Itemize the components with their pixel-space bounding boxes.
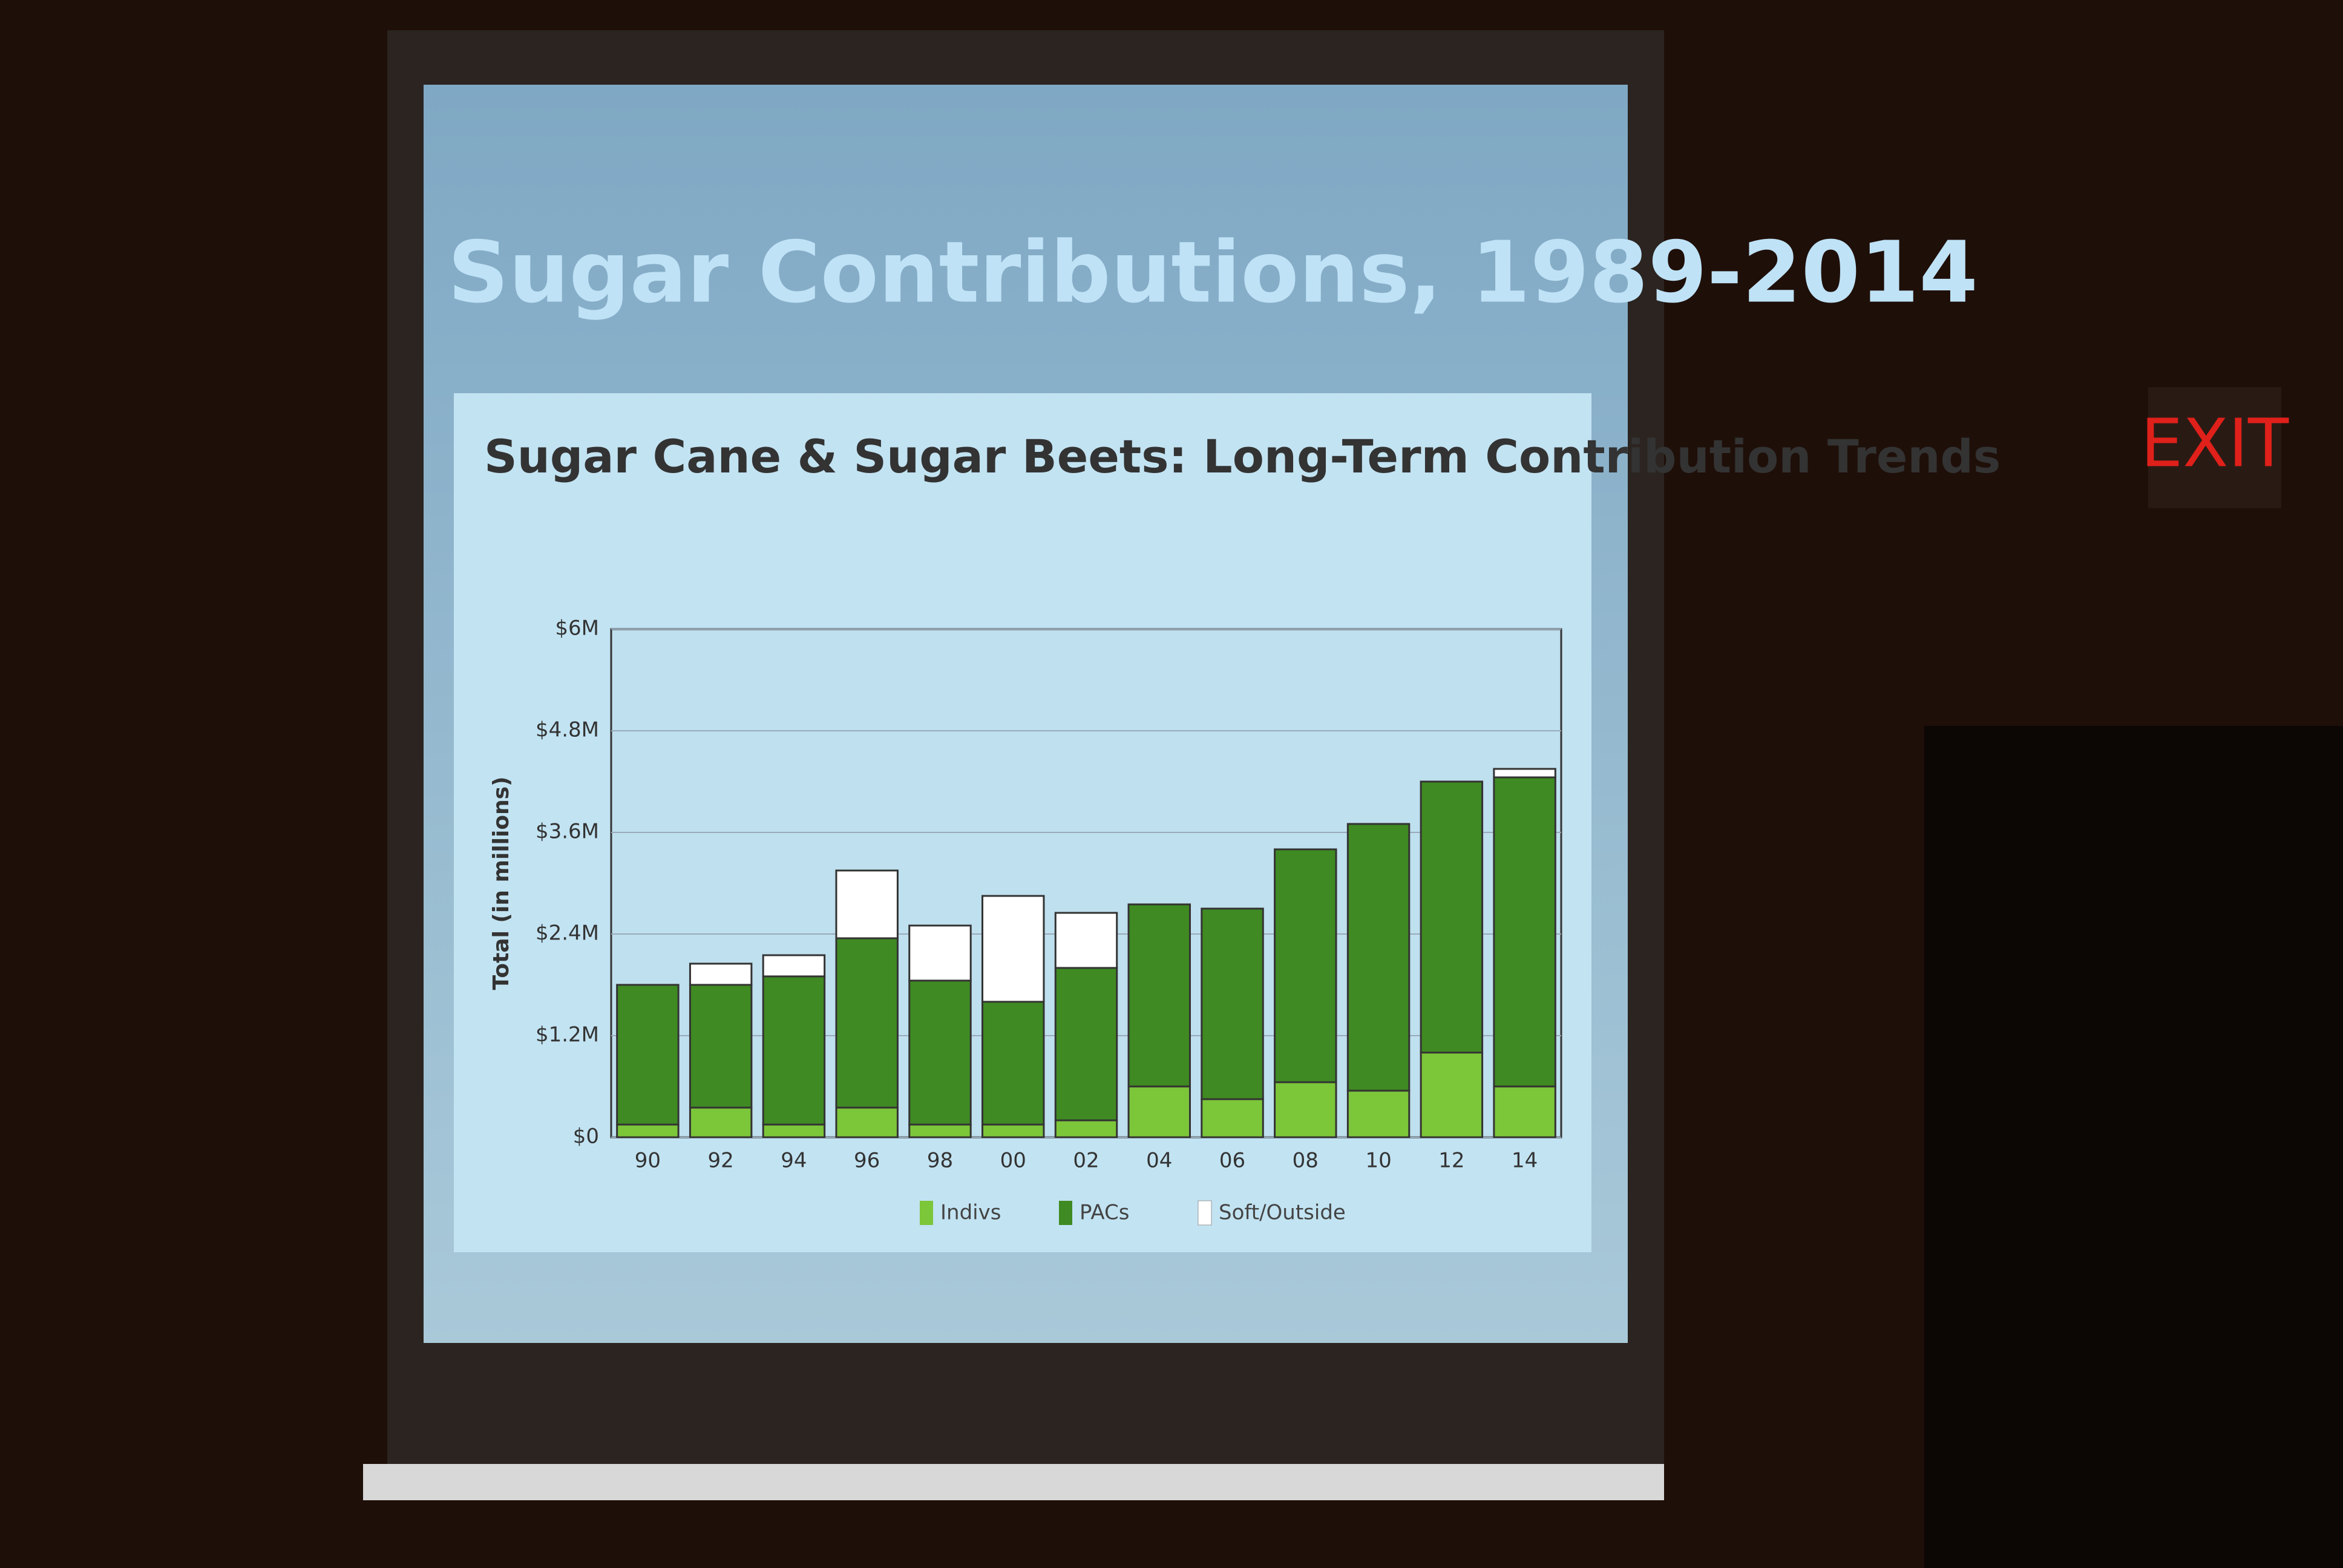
y-axis-label: Total (in millions) xyxy=(489,777,514,990)
bar-segment xyxy=(835,869,899,939)
bar-segment xyxy=(1054,912,1118,969)
doorway xyxy=(1924,726,2343,1568)
bar-segment xyxy=(1346,823,1411,1092)
bar-segment xyxy=(762,954,826,978)
screen-bar xyxy=(363,1464,1664,1500)
bar-segment xyxy=(1274,1081,1337,1138)
x-tick-label: 92 xyxy=(708,1149,734,1173)
bar-segment xyxy=(1274,848,1337,1083)
x-tick-label: 14 xyxy=(1512,1149,1538,1173)
bar-segment xyxy=(908,979,972,1126)
bar-segment xyxy=(1201,1098,1264,1138)
legend-swatch xyxy=(1059,1201,1072,1225)
x-tick-label: 02 xyxy=(1073,1149,1099,1173)
legend-label: PACs xyxy=(1080,1201,1129,1225)
bar-segment xyxy=(981,1123,1045,1138)
x-tick-label: 96 xyxy=(854,1149,880,1173)
bar-segment xyxy=(616,984,680,1126)
bar-segment xyxy=(1493,1085,1556,1138)
legend-label: Indivs xyxy=(940,1201,1001,1225)
bar-segment xyxy=(835,1106,899,1138)
x-tick-label: 00 xyxy=(1000,1149,1026,1173)
bar-segment xyxy=(616,1123,680,1138)
bar-segment xyxy=(835,937,899,1109)
bar-segment xyxy=(1346,1089,1411,1138)
bar-segment xyxy=(981,1001,1045,1126)
bar-segment xyxy=(1493,776,1556,1088)
bar-segment xyxy=(908,1123,972,1138)
x-tick-label: 94 xyxy=(781,1149,807,1173)
bar-segment xyxy=(762,1123,826,1138)
x-tick-label: 98 xyxy=(927,1149,953,1173)
x-tick-label: 10 xyxy=(1365,1149,1391,1173)
bar-segment xyxy=(908,924,972,982)
bar-segment xyxy=(1420,1051,1484,1138)
chart-subtitle: Sugar Cane & Sugar Beets: Long-Term Cont… xyxy=(484,430,2001,483)
y-tick-label: $3.6M xyxy=(536,820,599,844)
bar-segment xyxy=(1054,967,1118,1122)
y-tick-label: $0 xyxy=(573,1125,599,1149)
y-tick-label: $4.8M xyxy=(536,718,599,742)
bar-segment xyxy=(1054,1119,1118,1138)
bar-segment xyxy=(1201,907,1264,1100)
bar-segment xyxy=(1127,903,1191,1088)
legend-label: Soft/Outside xyxy=(1219,1201,1346,1225)
y-tick-label: $6M xyxy=(555,616,599,641)
slide-title: Sugar Contributions, 1989-2014 xyxy=(448,224,1978,322)
bar-segment xyxy=(1420,780,1484,1054)
x-tick-label: 08 xyxy=(1293,1149,1319,1173)
bar-segment xyxy=(689,962,753,986)
x-tick-label: 90 xyxy=(635,1149,661,1173)
exit-box xyxy=(2148,387,2281,508)
bar-segment xyxy=(689,1106,753,1138)
y-tick-label: $1.2M xyxy=(536,1023,599,1047)
legend-swatch xyxy=(920,1201,933,1225)
x-tick-label: 04 xyxy=(1146,1149,1172,1173)
legend-swatch xyxy=(1198,1200,1212,1226)
x-tick-label: 12 xyxy=(1438,1149,1464,1173)
x-tick-label: 06 xyxy=(1219,1149,1245,1173)
y-tick-label: $2.4M xyxy=(536,921,599,946)
bar-segment xyxy=(1127,1085,1191,1138)
exit-sign: EXIT xyxy=(2141,404,2289,482)
bar-segment xyxy=(1493,768,1556,779)
plot: $0 $1.2M $2.4M $3.6M $4.8M $6M 90 92 94 96 98 00 02 0… xyxy=(536,616,1562,1226)
bar-segment xyxy=(981,895,1045,1003)
bar-segment xyxy=(689,984,753,1109)
bar-segment xyxy=(762,975,826,1126)
